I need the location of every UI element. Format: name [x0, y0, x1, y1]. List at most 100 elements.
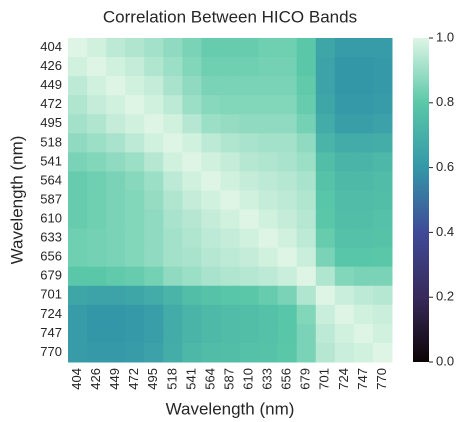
heatmap-cell	[87, 76, 107, 96]
heatmap-cell	[68, 133, 88, 153]
x-tick-label: 404	[69, 368, 84, 390]
heatmap-cell	[68, 190, 88, 211]
heatmap-cell	[334, 304, 355, 325]
heatmap-cell	[68, 209, 88, 230]
heatmap-cell	[239, 38, 260, 58]
heatmap-cell	[353, 133, 374, 153]
x-tick-label: 633	[260, 368, 275, 390]
heatmap-cell	[372, 133, 393, 153]
heatmap-cell	[68, 38, 88, 58]
colorbar	[413, 38, 429, 362]
heatmap-cell	[163, 247, 183, 268]
heatmap-cell	[163, 285, 183, 306]
heatmap-cell	[372, 76, 393, 96]
heatmap-cell	[315, 95, 336, 115]
heatmap-cell	[315, 133, 336, 153]
x-tick-label: 518	[164, 368, 179, 390]
heatmap-cell	[125, 323, 145, 344]
heatmap-cell	[201, 133, 221, 153]
heatmap-cell	[239, 190, 260, 211]
heatmap-cell	[277, 171, 298, 191]
heatmap-cell	[87, 95, 107, 115]
heatmap-cell	[277, 304, 298, 325]
heatmap-cell	[144, 323, 164, 344]
heatmap-cell	[315, 247, 336, 268]
heatmap-cell	[68, 57, 88, 77]
heatmap-cell	[87, 247, 107, 268]
heatmap-cell	[372, 95, 393, 115]
colorbar-tick-label: 0.0	[436, 353, 454, 368]
heatmap-cell	[163, 76, 183, 96]
heatmap-cell	[239, 247, 260, 268]
heatmap-cell	[106, 247, 126, 268]
x-axis-label: Wavelength (nm)	[166, 399, 295, 418]
heatmap-cell	[353, 266, 374, 287]
heatmap-cell	[87, 323, 107, 344]
heatmap-cell	[353, 190, 374, 211]
heatmap-cell	[163, 171, 183, 191]
heatmap-cell	[125, 304, 145, 325]
heatmap-cell	[277, 38, 298, 58]
x-tick-label: 679	[298, 368, 313, 390]
heatmap-cell	[315, 38, 336, 58]
heatmap-cell	[87, 266, 107, 287]
y-tick-label: 770	[40, 344, 62, 359]
heatmap-cell	[220, 266, 241, 287]
heatmap-cell	[258, 95, 279, 115]
heatmap-cell	[258, 152, 279, 172]
heatmap-cell	[277, 285, 298, 306]
heatmap-cell	[201, 323, 221, 344]
x-tick-label: 449	[107, 368, 122, 390]
heatmap-cell	[87, 228, 107, 249]
heatmap-cell	[68, 76, 88, 96]
heatmap-cell	[87, 190, 107, 211]
heatmap-cell	[182, 247, 202, 268]
heatmap-cell	[334, 285, 355, 306]
heatmap-cell	[182, 285, 202, 306]
heatmap-cell	[239, 114, 260, 134]
heatmap-cell	[220, 304, 241, 325]
x-tick-label: 587	[221, 368, 236, 390]
heatmap-cell	[87, 171, 107, 191]
y-tick-label: 426	[40, 58, 62, 73]
y-tick-label: 564	[40, 172, 62, 187]
heatmap-cell	[372, 190, 393, 211]
heatmap-cell	[258, 323, 279, 344]
heatmap-cell	[125, 190, 145, 211]
heatmap-cell	[296, 171, 317, 191]
heatmap-cell	[144, 266, 164, 287]
heatmap-cell	[106, 228, 126, 249]
heatmap-cell	[277, 95, 298, 115]
heatmap-cell	[125, 95, 145, 115]
heatmap-cell	[334, 228, 355, 249]
y-tick-label: 679	[40, 268, 62, 283]
heatmap-cell	[182, 114, 202, 134]
heatmap-cell	[296, 342, 317, 363]
heatmap-cell	[372, 285, 393, 306]
heatmap-cell	[220, 38, 241, 58]
heatmap-cell	[125, 171, 145, 191]
y-tick-label: 472	[40, 96, 62, 111]
heatmap-cell	[372, 304, 393, 325]
heatmap-cell	[334, 247, 355, 268]
y-tick-label: 587	[40, 191, 62, 206]
heatmap-cell	[258, 247, 279, 268]
heatmap-cell	[144, 171, 164, 191]
colorbar-tick-label: 0.2	[436, 289, 454, 304]
heatmap-cell	[106, 152, 126, 172]
heatmap-cell	[144, 38, 164, 58]
heatmap-cell	[144, 95, 164, 115]
heatmap-cell	[277, 266, 298, 287]
heatmap-cell	[125, 266, 145, 287]
heatmap-cell	[144, 304, 164, 325]
heatmap-cell	[220, 133, 241, 153]
heatmap-cell	[106, 57, 126, 77]
heatmap-cell	[296, 247, 317, 268]
heatmap-cell	[106, 323, 126, 344]
heatmap-cell	[334, 114, 355, 134]
heatmap-cell	[220, 247, 241, 268]
heatmap-cell	[220, 152, 241, 172]
heatmap-cell	[239, 285, 260, 306]
x-tick-label: 472	[126, 368, 141, 390]
